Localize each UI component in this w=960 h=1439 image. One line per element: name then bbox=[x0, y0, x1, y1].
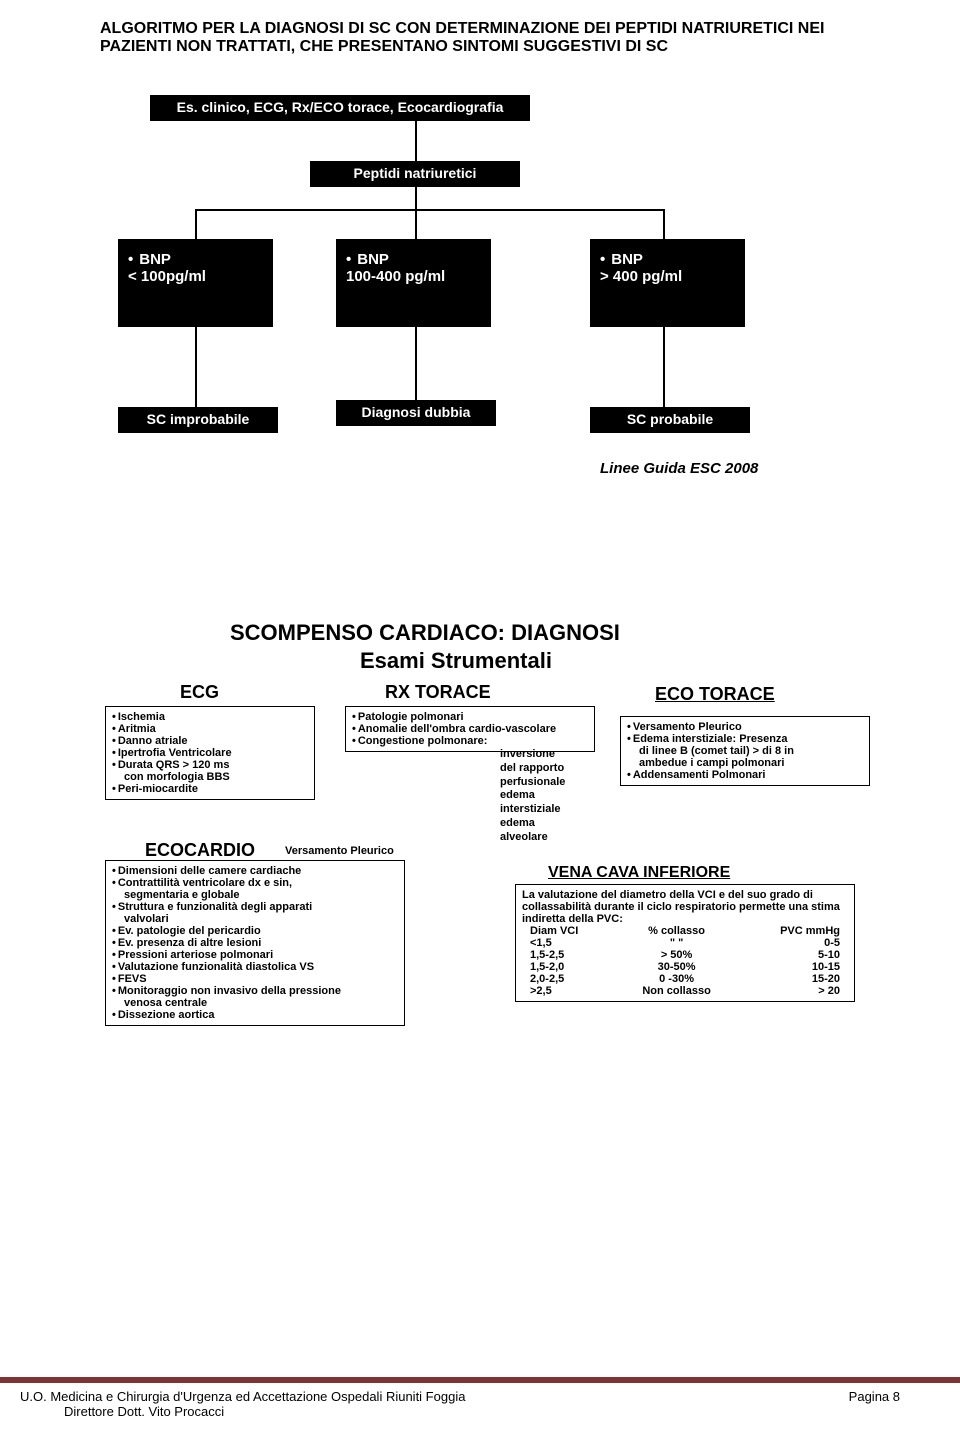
page: ALGORITMO PER LA DIAGNOSI DI SC CON DETE… bbox=[0, 0, 960, 1439]
flow-step2: Peptidi natriuretici bbox=[310, 161, 520, 187]
flowchart-panel: ALGORITMO PER LA DIAGNOSI DI SC CON DETE… bbox=[100, 20, 880, 580]
rx-sub: inversionedel rapportoperfusionaleedemai… bbox=[500, 748, 565, 844]
ecocardio-aside: Versamento Pleurico bbox=[285, 845, 394, 857]
flow-title: ALGORITMO PER LA DIAGNOSI DI SC CON DETE… bbox=[100, 20, 880, 56]
connector bbox=[415, 209, 417, 239]
page-number: Pagina 8 bbox=[849, 1389, 900, 1404]
table-row: 1,5-2,5> 50%5-10 bbox=[522, 949, 848, 961]
exam-panel: SCOMPENSO CARDIACO: DIAGNOSI Esami Strum… bbox=[100, 620, 880, 1260]
exam-title-l2: Esami Strumentali bbox=[360, 648, 552, 674]
flow-step1: Es. clinico, ECG, Rx/ECO torace, Ecocard… bbox=[150, 95, 530, 121]
page-footer: U.O. Medicina e Chirurgia d'Urgenza ed A… bbox=[0, 1377, 960, 1439]
vci-h2: PVC mmHg bbox=[738, 925, 848, 937]
out-mid: Diagnosi dubbia bbox=[336, 400, 496, 426]
rx-box: •Patologie polmonari•Anomalie dell'ombra… bbox=[345, 706, 595, 752]
table-row: <1,5" "0-5 bbox=[522, 937, 848, 949]
bnp-low-box: •BNP < 100pg/ml bbox=[118, 239, 273, 327]
connector bbox=[195, 209, 197, 239]
connector bbox=[415, 327, 417, 407]
bnp-low-l1: BNP bbox=[139, 251, 171, 268]
bnp-mid-l1: BNP bbox=[357, 251, 389, 268]
table-row: Diam VCI % collasso PVC mmHg bbox=[522, 925, 848, 937]
ecocardio-box: •Dimensioni delle camere cardiache•Contr… bbox=[105, 860, 405, 1026]
eco-torace-label: ECO TORACE bbox=[655, 684, 775, 705]
vci-box: La valutazione del diametro della VCI e … bbox=[515, 884, 855, 1002]
ecg-label: ECG bbox=[180, 682, 219, 703]
footer-l1: U.O. Medicina e Chirurgia d'Urgenza ed A… bbox=[20, 1389, 465, 1404]
table-row: >2,5Non collasso> 20 bbox=[522, 985, 848, 997]
connector bbox=[195, 209, 665, 211]
vci-h0: Diam VCI bbox=[522, 925, 615, 937]
connector bbox=[415, 187, 417, 209]
ecocardio-label: ECOCARDIO bbox=[145, 840, 255, 861]
bnp-mid-box: •BNP 100-400 pg/ml bbox=[336, 239, 491, 327]
bulleted-list: •Versamento Pleurico•Edema interstiziale… bbox=[627, 721, 863, 781]
bulleted-list: •Ischemia•Aritmia•Danno atriale•Ipertrof… bbox=[112, 711, 308, 795]
exam-title-l1: SCOMPENSO CARDIACO: DIAGNOSI bbox=[230, 620, 620, 646]
vci-h1: % collasso bbox=[615, 925, 738, 937]
bulleted-list: •Patologie polmonari•Anomalie dell'ombra… bbox=[352, 711, 588, 747]
out-high: SC probabile bbox=[590, 407, 750, 433]
vci-table: Diam VCI % collasso PVC mmHg <1,5" "0-5 … bbox=[522, 925, 848, 997]
out-low: SC improbabile bbox=[118, 407, 278, 433]
bnp-mid-l2: 100-400 pg/ml bbox=[346, 268, 481, 285]
bulleted-list: •Dimensioni delle camere cardiache•Contr… bbox=[112, 865, 398, 1021]
table-row: 1,5-2,030-50%10-15 bbox=[522, 961, 848, 973]
bnp-low-l2: < 100pg/ml bbox=[128, 268, 263, 285]
footer-l2: Direttore Dott. Vito Procacci bbox=[20, 1404, 465, 1419]
footer-left: U.O. Medicina e Chirurgia d'Urgenza ed A… bbox=[20, 1389, 465, 1419]
vci-intro: La valutazione del diametro della VCI e … bbox=[522, 889, 848, 925]
connector bbox=[663, 327, 665, 407]
bnp-high-l1: BNP bbox=[611, 251, 643, 268]
eco-torace-box: •Versamento Pleurico•Edema interstiziale… bbox=[620, 716, 870, 786]
bnp-high-box: •BNP > 400 pg/ml bbox=[590, 239, 745, 327]
rx-label: RX TORACE bbox=[385, 682, 491, 703]
flow-ref: Linee Guida ESC 2008 bbox=[600, 460, 758, 477]
content-area: ALGORITMO PER LA DIAGNOSI DI SC CON DETE… bbox=[0, 0, 960, 1260]
bnp-high-l2: > 400 pg/ml bbox=[600, 268, 735, 285]
connector bbox=[415, 121, 417, 161]
connector bbox=[195, 327, 197, 407]
vci-label: VENA CAVA INFERIORE bbox=[548, 864, 730, 882]
ecg-box: •Ischemia•Aritmia•Danno atriale•Ipertrof… bbox=[105, 706, 315, 800]
connector bbox=[663, 209, 665, 239]
table-row: 2,0-2,50 -30%15-20 bbox=[522, 973, 848, 985]
